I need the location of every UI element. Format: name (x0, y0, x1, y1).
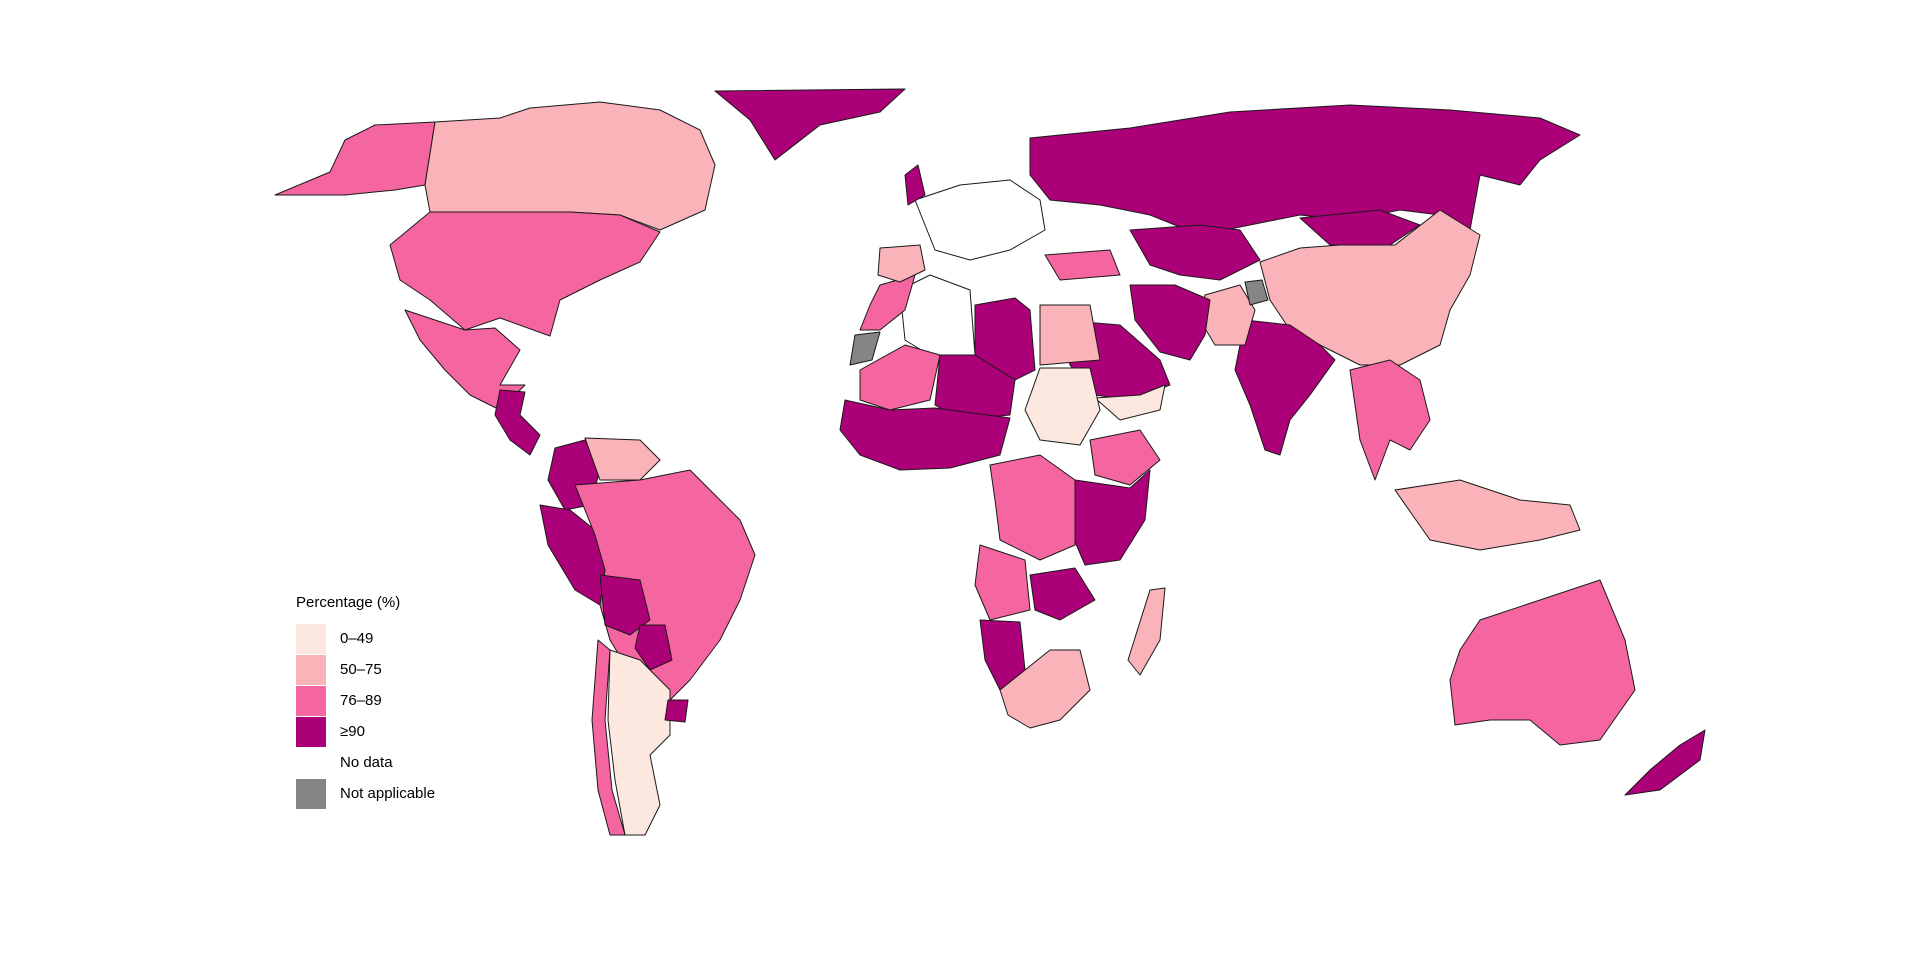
region-venezuela (584, 437, 661, 481)
region-indonesia (1394, 479, 1581, 551)
region-alaska (274, 121, 436, 196)
region-turkey (1044, 249, 1121, 281)
legend-item: 50–75 (296, 654, 435, 685)
region-western-europe (914, 179, 1046, 261)
region-australia (1449, 579, 1636, 746)
legend-item: Not applicable (296, 778, 435, 809)
region-india (1234, 319, 1336, 456)
region-mexico (404, 309, 526, 411)
legend-item: No data (296, 747, 435, 778)
region-mongolia (1299, 209, 1421, 246)
region-mali (859, 344, 941, 411)
region-united-kingdom (904, 164, 926, 206)
region-egypt (1039, 304, 1101, 366)
legend-label: 76–89 (340, 692, 382, 709)
region-angola (974, 544, 1031, 621)
legend-label: Not applicable (340, 785, 436, 802)
region-canada (424, 101, 716, 231)
legend-swatch (296, 747, 326, 778)
region-central-america (494, 389, 541, 456)
legend-title: Percentage (%) (296, 594, 401, 611)
region-greenland (714, 88, 906, 161)
region-argentina (607, 649, 671, 836)
region-kazakhstan (1129, 224, 1261, 281)
legend-item: 0–49 (296, 623, 435, 654)
region-russia (1029, 104, 1581, 236)
legend-swatch (296, 716, 326, 747)
region-west-africa (839, 399, 1011, 471)
region-yemen (1094, 384, 1166, 421)
legend-label: ≥90 (340, 723, 365, 740)
region-niger (934, 354, 1016, 421)
region-united-states (389, 211, 661, 337)
region-zambia (1029, 567, 1096, 621)
legend-label: No data (340, 754, 393, 771)
legend-swatch (296, 778, 326, 809)
region-ethiopia (1089, 429, 1161, 486)
legend-label: 0–49 (340, 630, 374, 647)
region-new-zealand (1624, 729, 1706, 796)
legend-swatch (296, 685, 326, 716)
region-madagascar (1127, 587, 1166, 676)
region-chile (591, 639, 626, 836)
region-southeast-asia (1349, 359, 1431, 481)
region-kashmir (1244, 279, 1269, 306)
legend-label: 50–75 (340, 661, 382, 678)
region-western-sahara (849, 331, 881, 366)
legend-item: ≥90 (296, 716, 435, 747)
legend-item: 76–89 (296, 685, 435, 716)
region-sudan (1024, 367, 1101, 446)
region-iran (1129, 284, 1211, 361)
region-dr-congo (989, 454, 1076, 561)
map-legend: Percentage (%) 0–49 50–75 76–89 ≥90 No data N… (296, 594, 435, 809)
region-uruguay (664, 699, 689, 723)
region-south-africa (999, 649, 1091, 729)
region-east-africa (1069, 469, 1151, 566)
legend-swatch (296, 654, 326, 685)
region-paraguay (634, 624, 673, 671)
legend-swatch (296, 623, 326, 654)
region-spain (877, 244, 926, 283)
